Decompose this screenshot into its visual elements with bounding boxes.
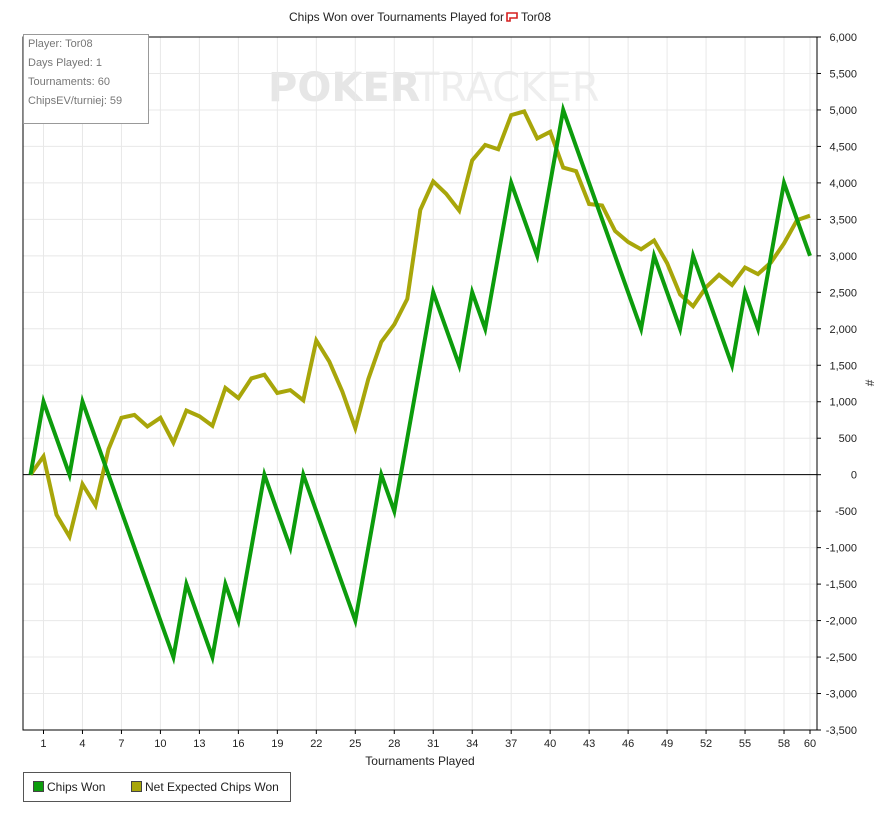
x-tick-label: 13 <box>193 738 205 750</box>
chart-title: Chips Won over Tournaments Played for Tor… <box>0 10 840 24</box>
title-player-name: Tor08 <box>520 10 552 24</box>
y-tick-label: -500 <box>835 506 857 518</box>
x-tick-label: 28 <box>388 738 400 750</box>
y-tick-label: 500 <box>839 433 857 445</box>
watermark-text-right: TRACKER <box>414 65 600 111</box>
x-tick-label: 1 <box>40 738 46 750</box>
y-axis-ticks: 6,000 5,500 5,000 4,500 4,000 3,500 3,000 2,500… <box>817 32 857 737</box>
y-tick-label: -3,500 <box>826 725 857 737</box>
x-tick-label: 46 <box>622 738 634 750</box>
y-tick-label: 5,500 <box>829 68 857 80</box>
info-tournaments: Tournaments: 60 <box>28 76 110 88</box>
y-tick-label: -2,500 <box>826 652 857 664</box>
y-tick-label: -1,500 <box>826 579 857 591</box>
x-axis-label: Tournaments Played <box>365 754 475 768</box>
x-tick-label: 31 <box>427 738 439 750</box>
x-axis-ticks: 1 4 7 10 13 16 19 22 25 28 31 34 37 40 43 46 49 52 55 58 60 <box>40 730 816 750</box>
y-tick-label: 3,500 <box>829 214 857 226</box>
x-tick-label: 22 <box>310 738 322 750</box>
x-tick-label: 10 <box>154 738 166 750</box>
x-tick-label: 40 <box>544 738 556 750</box>
y-tick-label: -3,000 <box>826 689 857 701</box>
x-tick-label: 60 <box>804 738 816 750</box>
player-info-box: Player: Tor08 Days Played: 1 Tournaments… <box>23 34 149 124</box>
y-tick-label: 2,000 <box>829 324 857 336</box>
x-tick-label: 25 <box>349 738 361 750</box>
x-tick-label: 49 <box>661 738 673 750</box>
legend-label-chips-won: Chips Won <box>47 780 106 794</box>
x-tick-label: 37 <box>505 738 517 750</box>
y-axis-label: # <box>862 379 877 387</box>
y-tick-label: 4,000 <box>829 178 857 190</box>
x-tick-label: 7 <box>118 738 124 750</box>
legend-swatch-chips-won <box>33 781 44 792</box>
grid-lines <box>23 36 817 731</box>
y-tick-label: 3,000 <box>829 251 857 263</box>
y-tick-label: 1,000 <box>829 397 857 409</box>
flag-icon <box>506 11 518 22</box>
legend-swatch-net-expected <box>131 781 142 792</box>
y-tick-label: 2,500 <box>829 287 857 299</box>
y-tick-label: 5,000 <box>829 105 857 117</box>
info-chipsev: ChipsEV/turniej: 59 <box>28 95 123 107</box>
x-tick-label: 34 <box>466 738 478 750</box>
x-tick-label: 52 <box>700 738 712 750</box>
y-tick-label: 4,500 <box>829 141 857 153</box>
x-tick-label: 19 <box>271 738 283 750</box>
x-tick-label: 4 <box>79 738 85 750</box>
info-player: Player: Tor08 <box>28 38 93 50</box>
legend-label-net-expected: Net Expected Chips Won <box>145 780 279 794</box>
x-tick-label: 16 <box>232 738 244 750</box>
plot-frame <box>22 36 818 731</box>
series-lines <box>28 102 812 665</box>
y-tick-label: 6,000 <box>829 32 857 44</box>
y-tick-label: 1,500 <box>829 360 857 372</box>
watermark-text-left: POKER <box>268 65 420 111</box>
plot-border <box>22 36 818 731</box>
x-tick-label: 55 <box>739 738 751 750</box>
y-tick-label: -1,000 <box>826 543 857 555</box>
y-tick-label: 0 <box>851 470 857 482</box>
series-line-net-expected <box>28 109 811 542</box>
x-tick-label: 43 <box>583 738 595 750</box>
legend: Chips Won Net Expected Chips Won <box>23 772 291 802</box>
info-days-played: Days Played: 1 <box>28 57 102 69</box>
title-prefix: Chips Won over Tournaments Played for <box>288 10 504 24</box>
y-tick-label: -2,000 <box>826 616 857 628</box>
series-line-chips-won <box>28 102 812 665</box>
pokertracker-watermark: POKER TRACKER <box>268 65 600 111</box>
x-tick-label: 58 <box>778 738 790 750</box>
